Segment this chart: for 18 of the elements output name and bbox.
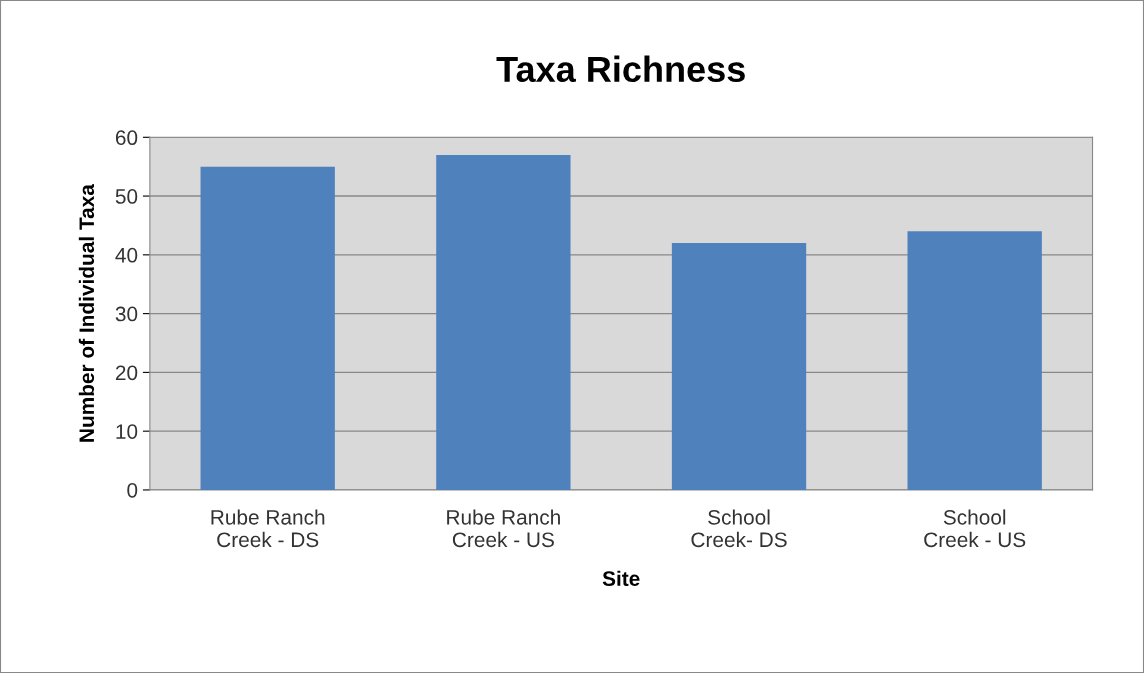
chart-title: Taxa Richness (496, 55, 745, 83)
y-axis-title: Number of Individual Taxa (78, 184, 95, 442)
x-tick-label: Rube Ranch Creek - US (447, 509, 560, 548)
bar (907, 231, 1042, 490)
x-tick-label: Rube Ranch Creek - DS (211, 509, 325, 548)
y-tick-label: 30 (115, 306, 138, 322)
y-tick-label: 10 (116, 424, 138, 439)
y-tick-label: 60 (115, 130, 138, 146)
bar (200, 166, 335, 490)
y-tick-label: 0 (127, 482, 138, 498)
x-tick-label: School Creek- DS (691, 509, 787, 548)
bar (671, 243, 807, 490)
y-tick-label: 40 (115, 247, 138, 263)
y-tick-label: 20 (115, 365, 138, 381)
x-tick-label: School Creek - US (924, 509, 1026, 548)
y-tick-label: 50 (115, 189, 138, 204)
x-axis-title: Site (602, 570, 640, 586)
bar (436, 154, 571, 490)
